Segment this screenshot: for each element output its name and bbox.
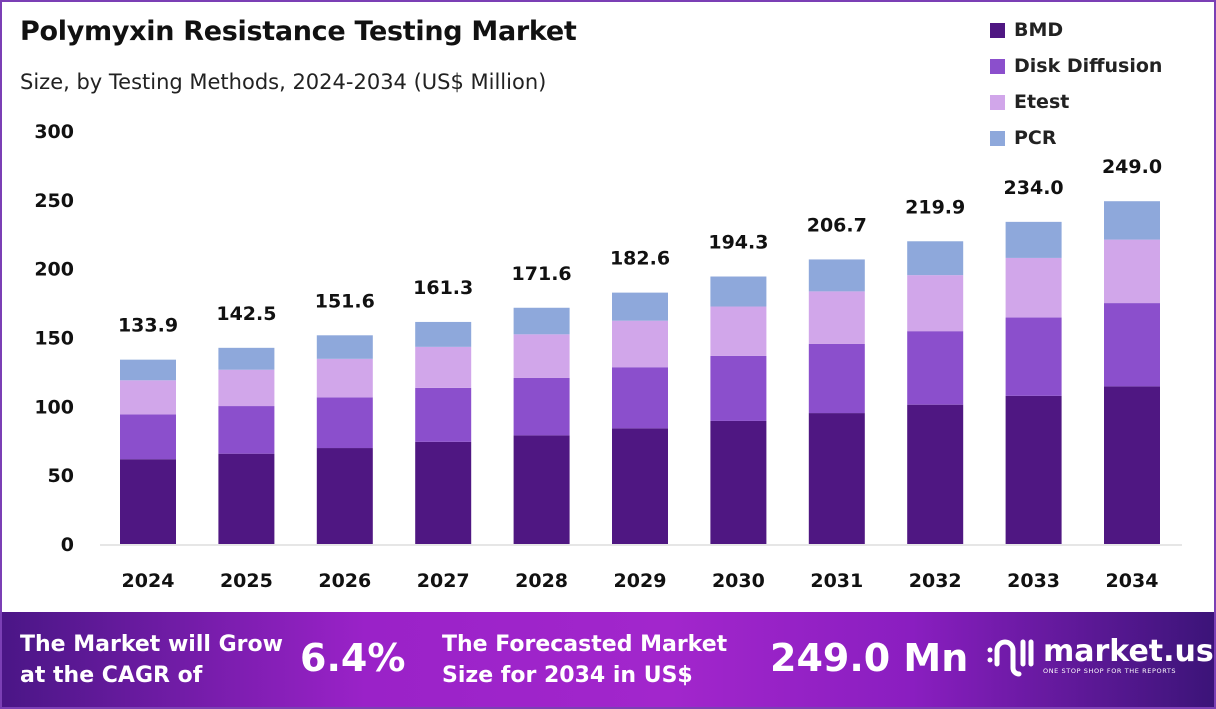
bar-segment-bmd xyxy=(808,413,865,544)
chart-title: Polymyxin Resistance Testing Market xyxy=(20,16,577,47)
bar-segment-etest xyxy=(415,346,472,388)
y-tick-label: 50 xyxy=(48,465,74,487)
x-tick-label: 2029 xyxy=(614,570,667,592)
bar-segment-bmd xyxy=(120,459,176,544)
y-tick-label: 200 xyxy=(34,259,74,281)
bar-segment-bmd xyxy=(316,448,373,544)
x-tick-label: 2025 xyxy=(220,570,273,592)
bar-segment-disk-diffusion xyxy=(1104,303,1160,387)
bar-segment-disk-diffusion xyxy=(1005,317,1062,396)
bar-segment-etest xyxy=(1104,239,1160,304)
bar-segment-etest xyxy=(218,369,275,407)
chart-subtitle: Size, by Testing Methods, 2024-2034 (US$… xyxy=(20,70,547,94)
bar-segment-pcr xyxy=(415,321,472,347)
bar-segment-pcr xyxy=(612,292,668,321)
bar-segment-pcr xyxy=(316,335,373,359)
bar-segment-bmd xyxy=(612,428,668,544)
forecast-label: The Forecasted Market Size for 2034 in U… xyxy=(442,632,728,688)
market-us-logo: market.us ONE STOP SHOP FOR THE REPORTS xyxy=(985,634,1214,678)
x-tick-label: 2028 xyxy=(515,570,568,592)
x-tick-label: 2033 xyxy=(1007,570,1060,592)
bar-segment-pcr xyxy=(907,241,964,276)
legend: BMD Disk Diffusion Etest PCR xyxy=(990,12,1162,156)
summary-banner: The Market will Grow at the CAGR of 6.4%… xyxy=(0,612,1216,709)
bar-segment-etest xyxy=(710,306,767,356)
bar-segment-disk-diffusion xyxy=(316,397,373,449)
x-tick-label: 2026 xyxy=(318,570,371,592)
x-tick-label: 2034 xyxy=(1106,570,1159,592)
bar-segment-etest xyxy=(513,334,570,378)
data-label: 249.0 xyxy=(1102,156,1162,178)
bar-segment-bmd xyxy=(218,453,275,544)
cagr-label: The Market will Grow at the CAGR of xyxy=(20,632,283,688)
bar-segment-disk-diffusion xyxy=(907,331,964,405)
y-tick-label: 250 xyxy=(34,190,74,212)
bar-segment-pcr xyxy=(120,359,176,381)
x-tick-label: 2031 xyxy=(810,570,863,592)
bar-segment-etest xyxy=(907,275,964,332)
legend-swatch xyxy=(990,130,1005,146)
x-tick-label: 2030 xyxy=(712,570,765,592)
bar-segment-pcr xyxy=(513,307,570,335)
data-label: 161.3 xyxy=(413,277,473,299)
bar-segment-disk-diffusion xyxy=(120,414,176,460)
bar-segment-disk-diffusion xyxy=(513,377,570,436)
bar-segment-bmd xyxy=(1104,386,1160,544)
logo-mark-icon xyxy=(987,639,1034,677)
y-tick-label: 0 xyxy=(61,534,74,556)
bar-segment-bmd xyxy=(415,441,472,544)
bar-segment-disk-diffusion xyxy=(218,406,275,454)
x-tick-label: 2032 xyxy=(909,570,962,592)
data-label: 219.9 xyxy=(905,196,965,218)
legend-item-disk-diffusion: Disk Diffusion xyxy=(990,48,1162,84)
data-label: 182.6 xyxy=(610,248,670,270)
bar-segment-etest xyxy=(120,380,176,415)
bar-segment-disk-diffusion xyxy=(710,355,767,421)
legend-swatch xyxy=(990,22,1005,38)
bar-segment-bmd xyxy=(1005,395,1062,544)
bar-segment-pcr xyxy=(1104,201,1160,240)
bar-segment-etest xyxy=(1005,257,1062,318)
data-label: 206.7 xyxy=(807,214,867,236)
legend-item-bmd: BMD xyxy=(990,12,1162,48)
bar-segment-bmd xyxy=(907,404,964,544)
x-tick-label: 2027 xyxy=(417,570,470,592)
data-label: 194.3 xyxy=(708,232,768,254)
data-label: 151.6 xyxy=(315,290,375,312)
legend-item-etest: Etest xyxy=(990,84,1162,120)
bar-segment-pcr xyxy=(710,276,767,307)
data-label: 234.0 xyxy=(1004,177,1064,199)
bar-segment-pcr xyxy=(1005,221,1062,258)
bar-segment-disk-diffusion xyxy=(415,387,472,442)
bar-segment-pcr xyxy=(808,259,865,292)
bar-segment-disk-diffusion xyxy=(612,367,668,429)
stacked-bar-chart: 0 50 100 150 200 250 300 133.9 2024 142.5 2025 151.… xyxy=(34,121,1182,592)
data-label: 133.9 xyxy=(118,315,178,337)
bar-segment-etest xyxy=(808,291,865,344)
legend-item-pcr: PCR xyxy=(990,120,1162,156)
cagr-value: 6.4% xyxy=(300,636,406,680)
data-label: 171.6 xyxy=(512,263,572,285)
bar-segment-bmd xyxy=(710,420,767,544)
bar-segment-bmd xyxy=(513,435,570,544)
bar-segment-etest xyxy=(612,320,668,368)
y-tick-label: 300 xyxy=(34,121,74,143)
bar-segment-disk-diffusion xyxy=(808,343,865,414)
data-label: 142.5 xyxy=(216,303,276,325)
y-tick-label: 100 xyxy=(34,396,74,418)
bar-segment-pcr xyxy=(218,347,275,370)
forecast-value: 249.0 Mn xyxy=(770,636,969,680)
legend-swatch xyxy=(990,94,1005,110)
x-tick-label: 2024 xyxy=(122,570,175,592)
bar-segment-etest xyxy=(316,358,373,398)
y-tick-label: 150 xyxy=(34,328,74,350)
legend-swatch xyxy=(990,58,1005,74)
